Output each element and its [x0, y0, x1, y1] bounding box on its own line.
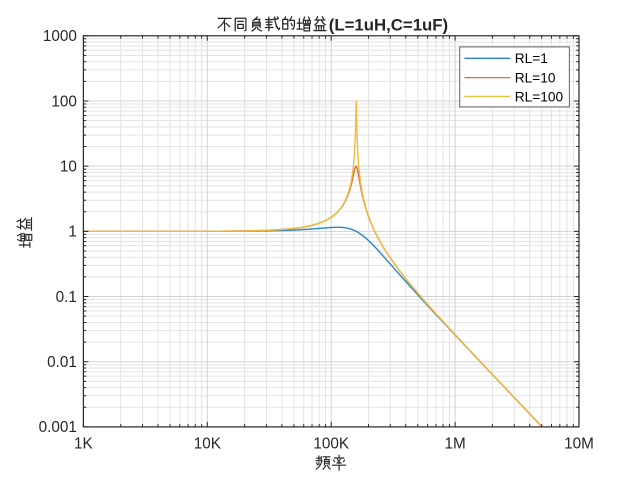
- svg-text:100K: 100K: [313, 435, 350, 452]
- svg-text:0.001: 0.001: [39, 419, 77, 436]
- svg-text:1K: 1K: [74, 435, 94, 452]
- svg-text:1000: 1000: [43, 28, 77, 45]
- svg-text:RL=1: RL=1: [515, 51, 548, 66]
- svg-text:(L=1uH,C=1uF): (L=1uH,C=1uF): [329, 16, 448, 35]
- svg-text:10: 10: [60, 159, 77, 176]
- svg-text:100: 100: [51, 93, 77, 110]
- svg-text:RL=10: RL=10: [515, 71, 556, 86]
- svg-text:0.1: 0.1: [56, 289, 77, 306]
- svg-text:0.01: 0.01: [47, 354, 77, 371]
- svg-text:1M: 1M: [444, 435, 465, 452]
- svg-text:1: 1: [68, 224, 77, 241]
- svg-text:RL=100: RL=100: [515, 89, 564, 104]
- svg-text:10M: 10M: [564, 435, 594, 452]
- svg-text:10K: 10K: [194, 435, 222, 452]
